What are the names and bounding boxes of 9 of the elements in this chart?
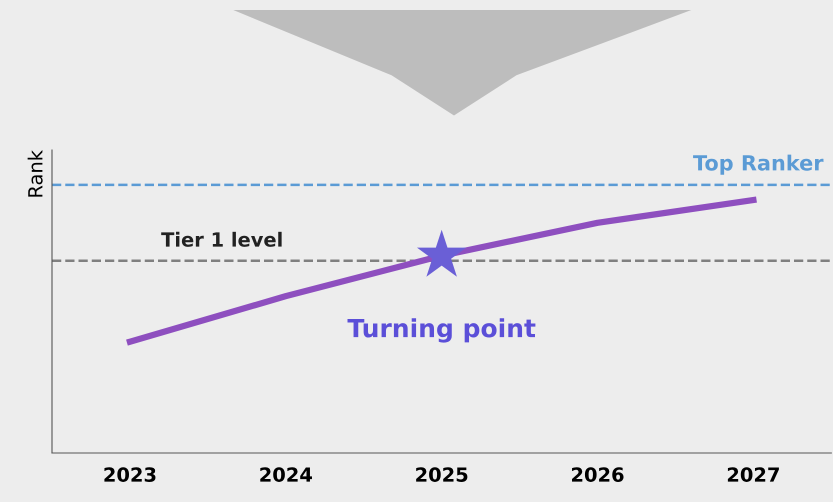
annotation: Turning point (348, 318, 536, 343)
x-tick-label: 2025 (416, 467, 468, 482)
ref-line-label: Top Ranker (693, 154, 824, 175)
ref-line-label: Tier 1 level (161, 232, 282, 247)
y-axis-title: Rank (28, 150, 43, 197)
x-tick-label: 2024 (260, 467, 312, 482)
x-tick-label: 2026 (572, 467, 624, 482)
x-tick-label: 2027 (728, 467, 779, 482)
x-tick-label: 2023 (104, 467, 156, 482)
